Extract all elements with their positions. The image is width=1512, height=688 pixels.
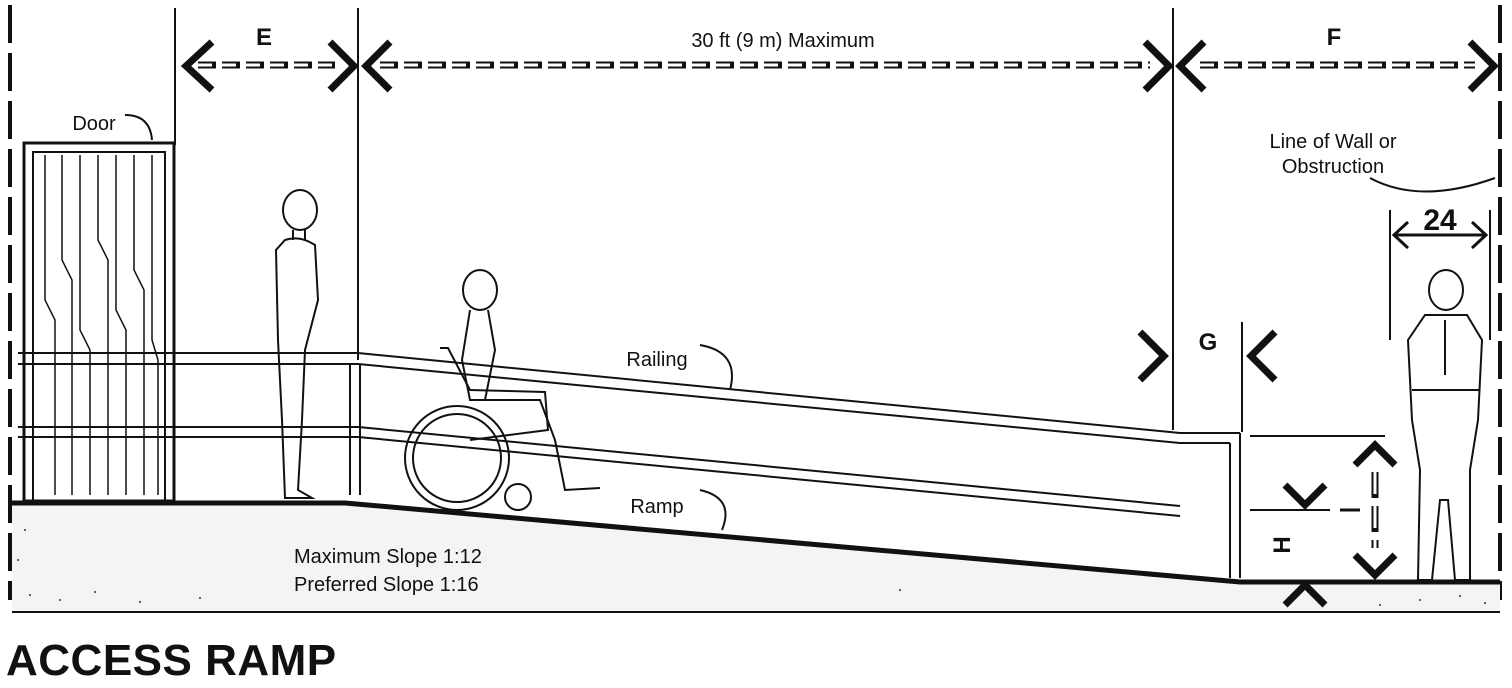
door-label: Door (72, 113, 116, 135)
door (22, 114, 176, 503)
diagram-title: ACCESS RAMP (6, 636, 337, 685)
standing-person-right (1406, 269, 1484, 581)
dimension-h-label: H (1269, 536, 1296, 553)
dimension-run (361, 39, 1174, 93)
ramp-label: Ramp (630, 496, 683, 518)
dimension-f (1175, 39, 1499, 93)
wall-label-line2: Obstruction (1282, 156, 1384, 178)
dimension-run-label: 30 ft (9 m) Maximum (691, 30, 874, 52)
clearance-24-label: 24 (1423, 204, 1457, 237)
dimension-e-label: E (256, 24, 272, 51)
wall-label-line1: Line of Wall or (1269, 131, 1396, 153)
standing-person-left (274, 189, 320, 499)
railing (18, 344, 1241, 578)
dimension-24 (1389, 210, 1491, 340)
dimension-g-label: G (1199, 329, 1218, 356)
dimension-h (1250, 435, 1398, 608)
railing-label: Railing (626, 349, 687, 371)
dimension-e (180, 39, 359, 93)
wall-leader (1369, 177, 1496, 193)
slope-max-label: Maximum Slope 1:12 (294, 546, 482, 568)
ground (12, 500, 1500, 613)
dimension-f-label: F (1327, 24, 1342, 51)
slope-preferred-label: Preferred Slope 1:16 (294, 574, 479, 596)
wheelchair-user (404, 269, 601, 511)
dimension-g (1137, 329, 1278, 383)
